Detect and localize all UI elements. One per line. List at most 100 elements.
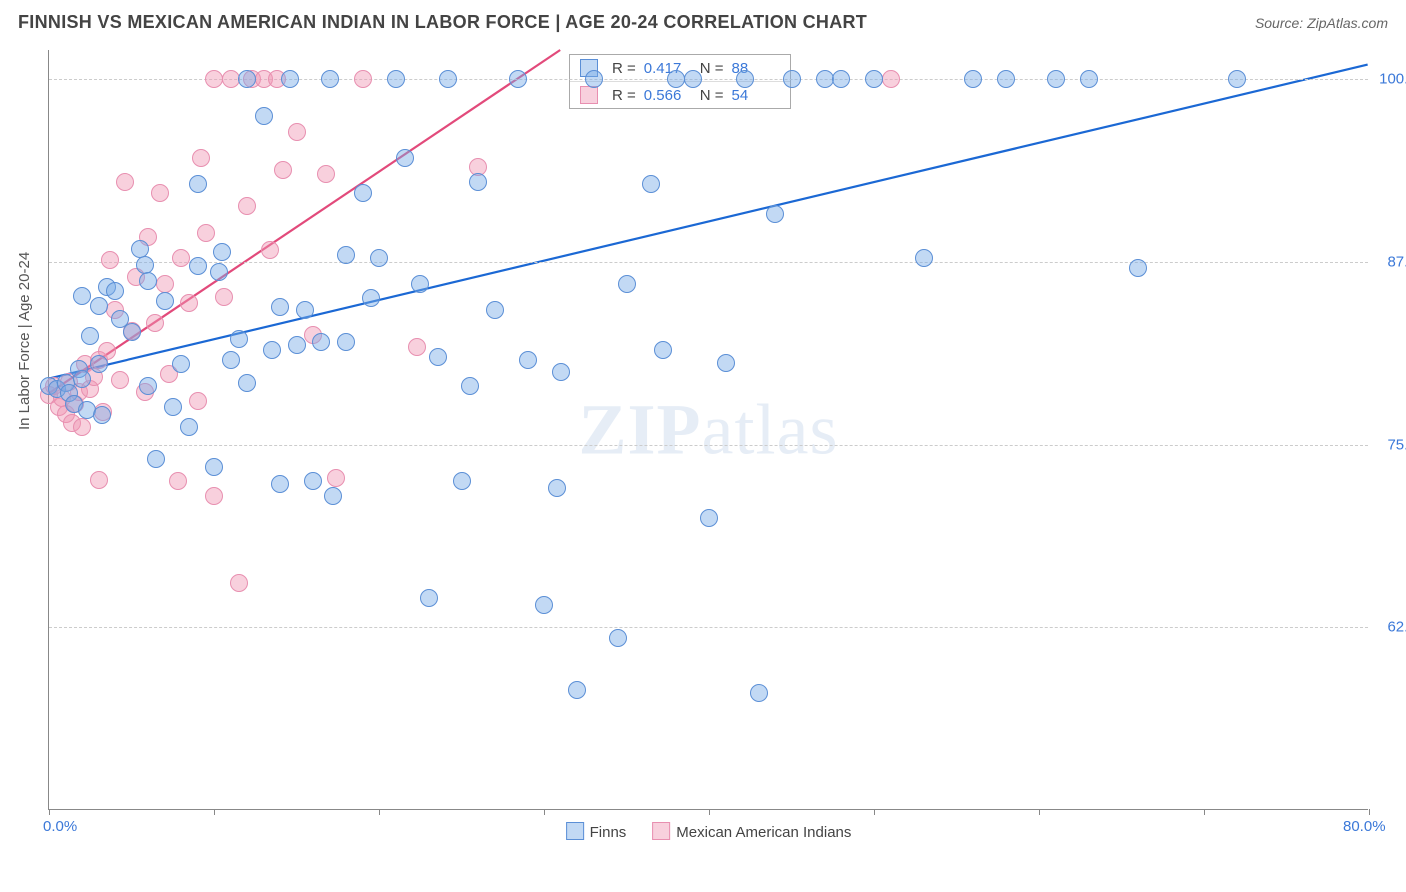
gridline-h: [49, 262, 1368, 263]
chart-title: FINNISH VS MEXICAN AMERICAN INDIAN IN LA…: [18, 12, 867, 33]
n-label: N =: [700, 87, 724, 104]
legend-swatch-finns: [566, 822, 584, 840]
scatter-point-finns: [700, 509, 718, 527]
scatter-point-finns: [321, 70, 339, 88]
scatter-point-finns: [81, 327, 99, 345]
y-axis-label: In Labor Force | Age 20-24: [16, 252, 33, 430]
scatter-point-finns: [509, 70, 527, 88]
scatter-point-finns: [997, 70, 1015, 88]
source-credit: Source: ZipAtlas.com: [1255, 15, 1388, 31]
source-prefix: Source:: [1255, 15, 1307, 31]
scatter-point-finns: [832, 70, 850, 88]
swatch-mai: [580, 86, 598, 104]
scatter-point-finns: [255, 107, 273, 125]
scatter-point-mai: [274, 161, 292, 179]
x-tick-label: 80.0%: [1343, 818, 1386, 835]
gridline-h: [49, 627, 1368, 628]
scatter-point-finns: [667, 70, 685, 88]
scatter-point-finns: [156, 292, 174, 310]
scatter-point-finns: [750, 684, 768, 702]
scatter-point-mai: [189, 392, 207, 410]
scatter-point-finns: [189, 175, 207, 193]
scatter-point-finns: [429, 348, 447, 366]
x-tick: [544, 809, 545, 815]
scatter-point-finns: [618, 275, 636, 293]
scatter-point-mai: [180, 294, 198, 312]
scatter-point-finns: [136, 256, 154, 274]
scatter-point-finns: [139, 377, 157, 395]
legend-item-finns: Finns: [566, 822, 627, 841]
scatter-point-finns: [271, 298, 289, 316]
scatter-point-finns: [736, 70, 754, 88]
scatter-point-mai: [156, 275, 174, 293]
x-tick: [1039, 809, 1040, 815]
scatter-point-finns: [73, 370, 91, 388]
x-tick: [49, 809, 50, 815]
scatter-point-mai: [288, 123, 306, 141]
scatter-point-finns: [354, 184, 372, 202]
scatter-point-finns: [230, 330, 248, 348]
y-tick-label: 100.0%: [1374, 71, 1406, 88]
gridline-h: [49, 445, 1368, 446]
scatter-point-finns: [411, 275, 429, 293]
scatter-point-mai: [230, 574, 248, 592]
scatter-point-finns: [684, 70, 702, 88]
scatter-point-mai: [116, 173, 134, 191]
scatter-point-finns: [370, 249, 388, 267]
scatter-point-finns: [93, 406, 111, 424]
r-value-mai: 0.566: [644, 87, 692, 104]
x-tick: [1369, 809, 1370, 815]
n-label: N =: [700, 60, 724, 77]
scatter-point-mai: [151, 184, 169, 202]
x-tick: [1204, 809, 1205, 815]
scatter-point-finns: [1080, 70, 1098, 88]
scatter-point-finns: [609, 629, 627, 647]
scatter-point-mai: [354, 70, 372, 88]
scatter-point-mai: [205, 70, 223, 88]
scatter-plot: ZIPatlas R = 0.417 N = 88 R = 0.566 N = …: [48, 50, 1368, 810]
x-tick: [709, 809, 710, 815]
r-label: R =: [612, 60, 636, 77]
scatter-point-finns: [123, 323, 141, 341]
scatter-point-finns: [420, 589, 438, 607]
scatter-point-finns: [312, 333, 330, 351]
legend-item-mai: Mexican American Indians: [652, 822, 851, 841]
trend-lines: [49, 50, 1368, 809]
y-tick-label: 75.0%: [1374, 436, 1406, 453]
scatter-point-finns: [337, 246, 355, 264]
scatter-point-mai: [222, 70, 240, 88]
scatter-point-finns: [281, 70, 299, 88]
scatter-point-finns: [654, 341, 672, 359]
legend-label-finns: Finns: [590, 824, 627, 841]
scatter-point-finns: [90, 297, 108, 315]
scatter-point-mai: [101, 251, 119, 269]
scatter-point-mai: [205, 487, 223, 505]
n-value-mai: 54: [732, 87, 780, 104]
scatter-point-mai: [238, 197, 256, 215]
scatter-point-finns: [304, 472, 322, 490]
scatter-point-mai: [73, 418, 91, 436]
scatter-point-finns: [552, 363, 570, 381]
scatter-point-finns: [1129, 259, 1147, 277]
scatter-point-finns: [164, 398, 182, 416]
scatter-point-finns: [271, 475, 289, 493]
scatter-point-mai: [169, 472, 187, 490]
scatter-point-mai: [90, 471, 108, 489]
scatter-point-finns: [915, 249, 933, 267]
scatter-point-finns: [535, 596, 553, 614]
x-tick: [874, 809, 875, 815]
scatter-point-finns: [1228, 70, 1246, 88]
scatter-point-finns: [147, 450, 165, 468]
scatter-point-finns: [519, 351, 537, 369]
scatter-point-finns: [453, 472, 471, 490]
scatter-point-finns: [865, 70, 883, 88]
scatter-point-mai: [111, 371, 129, 389]
scatter-point-finns: [180, 418, 198, 436]
scatter-point-finns: [205, 458, 223, 476]
x-tick: [379, 809, 380, 815]
scatter-point-mai: [408, 338, 426, 356]
scatter-point-finns: [362, 289, 380, 307]
scatter-point-finns: [263, 341, 281, 359]
scatter-point-finns: [717, 354, 735, 372]
y-tick-label: 62.5%: [1374, 619, 1406, 636]
